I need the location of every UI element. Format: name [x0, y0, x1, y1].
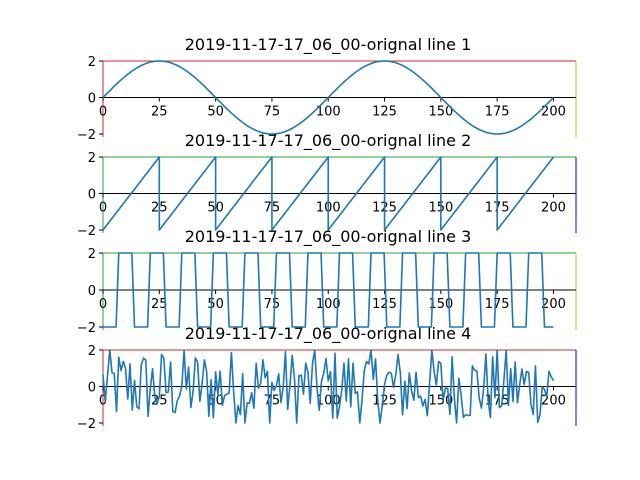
series-line [102, 349, 555, 424]
x-tick-label: 100 [316, 394, 341, 409]
subplot-4-title: 2019-11-17-17_06_00-orignal line 4 [185, 324, 472, 344]
y-tick-label: 2 [88, 151, 96, 166]
subplot-2: 2019-11-17-17_06_00-orignal line 2 [185, 131, 472, 151]
x-tick-label: 175 [485, 297, 510, 312]
x-tick-label: 50 [207, 297, 224, 312]
y-tick-label: 0 [88, 92, 96, 107]
x-tick-label: 75 [264, 297, 281, 312]
subplot-3: 2019-11-17-17_06_00-orignal line 3 [185, 227, 472, 247]
y-tick-label: 0 [88, 188, 96, 203]
x-tick-label: 0 [99, 105, 107, 120]
x-tick-label: 150 [428, 297, 453, 312]
x-tick-label: 150 [428, 105, 453, 120]
series-line [102, 156, 555, 231]
x-tick-label: 25 [151, 105, 168, 120]
y-tick-label: −2 [77, 224, 96, 239]
y-tick-label: 2 [88, 55, 96, 70]
x-tick-label: 100 [316, 105, 341, 120]
x-tick-label: 200 [541, 105, 566, 120]
x-tick-label: 200 [541, 297, 566, 312]
subplot-1: 2019-11-17-17_06_00-orignal line 1 [185, 35, 472, 55]
x-tick-label: 125 [372, 394, 397, 409]
x-tick-label: 0 [99, 201, 107, 216]
series-line [103, 252, 554, 328]
x-tick-label: 175 [485, 105, 510, 120]
y-tick-label: 2 [88, 344, 96, 359]
y-tick-label: 0 [88, 284, 96, 299]
x-tick-label: 125 [372, 297, 397, 312]
y-tick-label: 0 [88, 381, 96, 396]
x-tick-label: 200 [541, 201, 566, 216]
subplot-1-title: 2019-11-17-17_06_00-orignal line 1 [185, 35, 472, 55]
y-tick-label: −2 [77, 128, 96, 143]
y-tick-label: −2 [77, 321, 96, 336]
y-tick-label: −2 [77, 417, 96, 432]
x-tick-label: 150 [428, 394, 453, 409]
subplot-3-title: 2019-11-17-17_06_00-orignal line 3 [185, 227, 472, 247]
x-tick-label: 25 [151, 297, 168, 312]
x-tick-label: 200 [541, 394, 566, 409]
subplot-2-title: 2019-11-17-17_06_00-orignal line 2 [185, 131, 472, 151]
x-tick-label: 0 [99, 297, 107, 312]
x-tick-label: 0 [99, 394, 107, 409]
x-tick-label: 50 [207, 105, 224, 120]
y-tick-label: 2 [88, 247, 96, 262]
subplot-4: 2019-11-17-17_06_00-orignal line 4 [185, 324, 472, 344]
x-tick-label: 125 [372, 105, 397, 120]
x-tick-label: 75 [264, 105, 281, 120]
series-line [102, 60, 555, 135]
